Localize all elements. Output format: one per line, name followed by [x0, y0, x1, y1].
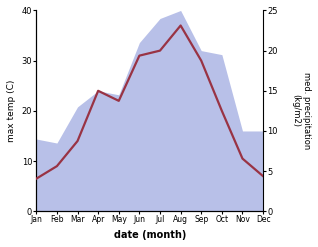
- Y-axis label: max temp (C): max temp (C): [7, 80, 16, 142]
- X-axis label: date (month): date (month): [114, 230, 186, 240]
- Y-axis label: med. precipitation
(kg/m2): med. precipitation (kg/m2): [292, 72, 311, 149]
